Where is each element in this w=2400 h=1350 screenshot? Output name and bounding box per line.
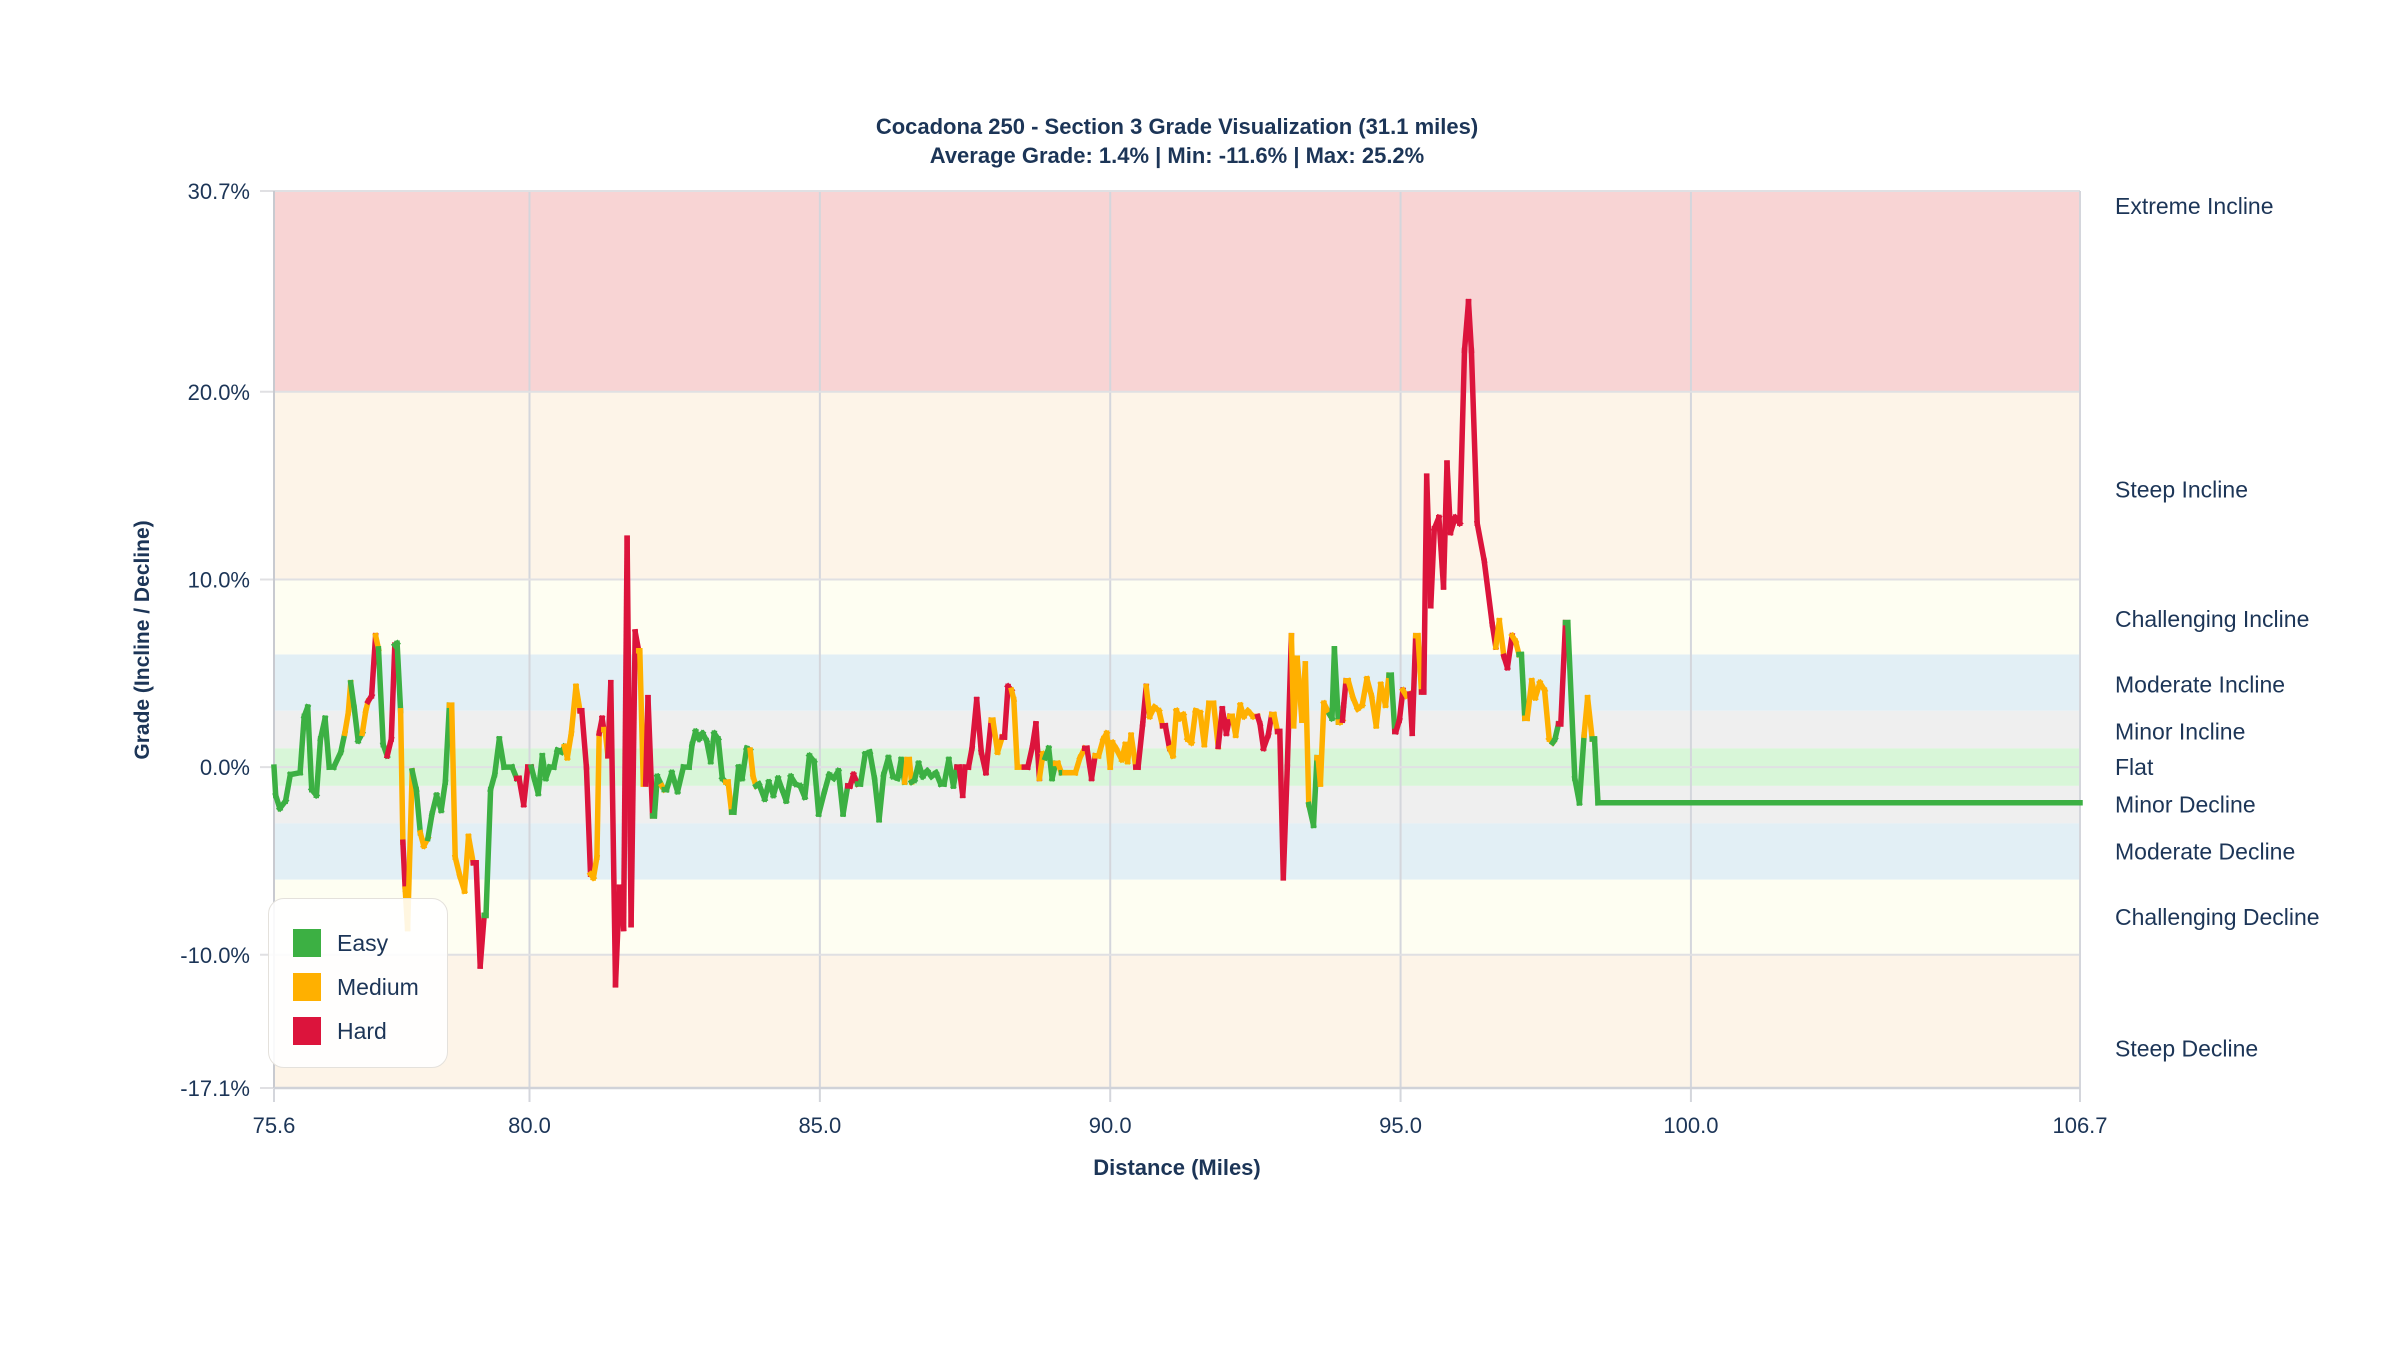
y-tick-label: 0.0% xyxy=(200,755,250,780)
x-tick-label: 80.0 xyxy=(508,1113,551,1138)
legend-item-easy: Easy xyxy=(293,929,388,957)
y-tick-label: -17.1% xyxy=(180,1076,250,1101)
band-label: Extreme Incline xyxy=(2115,193,2274,219)
band-label: Flat xyxy=(2115,754,2154,780)
band-label: Moderate Incline xyxy=(2115,672,2285,698)
x-axis-title: Distance (Miles) xyxy=(1093,1155,1261,1180)
grade-bands xyxy=(274,191,2080,1088)
band-steep-decline xyxy=(274,954,2080,1088)
band-steep-incline xyxy=(274,391,2080,580)
grade-line xyxy=(271,298,2083,988)
legend-label-easy: Easy xyxy=(337,929,389,956)
y-axis-title: Grade (Incline / Decline) xyxy=(131,520,154,760)
tick-labels: 30.7% 20.0% 10.0% 0.0% -10.0% -17.1%75.6 80.0 8… xyxy=(180,179,2107,1138)
hard-swatch-icon xyxy=(293,1017,321,1045)
band-labels: Extreme Incline Steep Incline Challenging … xyxy=(2115,193,2320,1062)
band-moderate-decline xyxy=(274,823,2080,880)
legend-item-hard: Hard xyxy=(293,1017,387,1045)
x-tick-label: 75.6 xyxy=(253,1113,296,1138)
y-tick-label: -10.0% xyxy=(180,943,250,968)
x-tick-label: 85.0 xyxy=(798,1113,841,1138)
band-label: Challenging Decline xyxy=(2115,904,2320,930)
band-label: Steep Incline xyxy=(2115,476,2248,502)
y-tick-label: 10.0% xyxy=(188,567,250,592)
band-challenging-incline xyxy=(274,579,2080,655)
band-label: Steep Decline xyxy=(2115,1036,2258,1062)
band-label: Minor Decline xyxy=(2115,792,2256,818)
easy-swatch-icon xyxy=(293,929,321,957)
band-label: Moderate Decline xyxy=(2115,839,2295,865)
band-extreme-incline xyxy=(274,191,2080,392)
legend-label-medium: Medium xyxy=(337,973,419,1000)
band-moderate-incline xyxy=(274,654,2080,711)
y-tick-label: 30.7% xyxy=(188,179,250,204)
chart-title-block: Cocadona 250 - Section 3 Grade Visualiza… xyxy=(274,112,2080,170)
medium-swatch-icon xyxy=(293,973,321,1001)
band-label: Challenging Incline xyxy=(2115,606,2309,632)
band-challenging-decline xyxy=(274,879,2080,955)
chart-subtitle: Average Grade: 1.4% | Min: -11.6% | Max:… xyxy=(929,143,1425,168)
x-tick-label: 90.0 xyxy=(1089,1113,1132,1138)
x-tick-label: 100.0 xyxy=(1663,1113,1718,1138)
x-tick-label: 95.0 xyxy=(1379,1113,1422,1138)
legend-item-medium: Medium xyxy=(293,973,419,1001)
legend-label-hard: Hard xyxy=(337,1017,387,1044)
legend: Easy Medium Hard xyxy=(268,898,448,1068)
band-label: Minor Incline xyxy=(2115,718,2245,744)
chart-title: Cocadona 250 - Section 3 Grade Visualiza… xyxy=(875,114,1479,139)
y-tick-label: 20.0% xyxy=(188,380,250,405)
x-tick-label: 106.7 xyxy=(2052,1113,2107,1138)
